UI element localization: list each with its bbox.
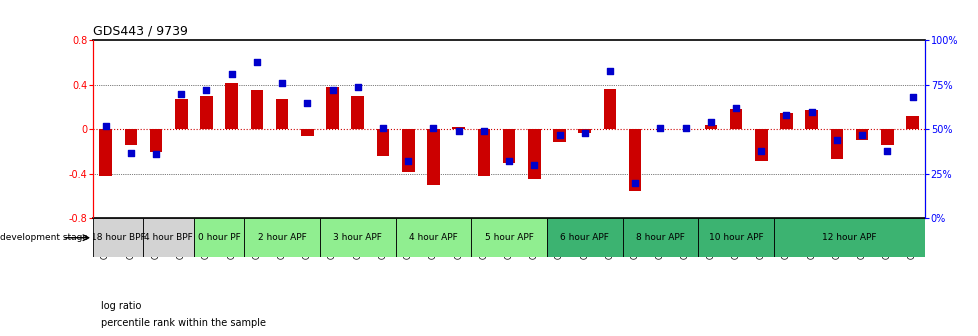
Bar	[402, 129, 414, 172]
Bar	[301, 129, 313, 136]
Text: 8 hour APF: 8 hour APF	[636, 233, 685, 242]
Bar	[547, 218, 622, 257]
Point	[501, 159, 516, 164]
Point	[173, 91, 189, 96]
Bar	[628, 129, 641, 191]
Bar	[124, 129, 137, 145]
Bar	[773, 218, 924, 257]
Bar	[225, 83, 238, 129]
Point	[375, 125, 390, 130]
Point	[148, 152, 163, 157]
Text: GDS443 / 9739: GDS443 / 9739	[93, 25, 188, 38]
Text: 0 hour PF: 0 hour PF	[198, 233, 241, 242]
Bar	[470, 218, 547, 257]
Text: 4 hour APF: 4 hour APF	[409, 233, 458, 242]
Point	[904, 95, 919, 100]
Bar	[194, 218, 244, 257]
Text: 10 hour APF: 10 hour APF	[708, 233, 763, 242]
Bar	[320, 218, 395, 257]
Bar	[99, 129, 111, 176]
Point	[576, 130, 592, 136]
Bar	[754, 129, 767, 161]
Text: 18 hour BPF: 18 hour BPF	[91, 233, 146, 242]
Point	[274, 80, 289, 86]
Bar	[395, 218, 470, 257]
Bar	[200, 96, 212, 129]
Point	[601, 68, 617, 73]
Text: 5 hour APF: 5 hour APF	[484, 233, 533, 242]
Point	[349, 84, 365, 89]
Point	[854, 132, 869, 137]
Text: 6 hour APF: 6 hour APF	[559, 233, 608, 242]
Bar	[503, 129, 514, 163]
Bar	[527, 129, 540, 179]
Bar	[729, 109, 741, 129]
Point	[552, 132, 567, 137]
Bar	[829, 129, 842, 159]
Point	[123, 150, 139, 155]
Bar	[704, 125, 716, 129]
Point	[828, 137, 844, 143]
Bar	[603, 89, 615, 129]
Point	[299, 100, 315, 106]
Point	[475, 128, 491, 134]
Point	[224, 72, 240, 77]
Bar	[150, 129, 162, 152]
Point	[248, 59, 264, 65]
Point	[753, 148, 769, 154]
Bar	[906, 116, 918, 129]
Bar	[144, 218, 194, 257]
Bar	[452, 127, 465, 129]
Point	[400, 159, 416, 164]
Bar	[175, 99, 188, 129]
Bar	[880, 129, 893, 145]
Bar	[477, 129, 490, 176]
Point	[778, 113, 793, 118]
Bar	[276, 99, 289, 129]
Point	[677, 125, 692, 130]
Point	[878, 148, 894, 154]
Bar	[244, 218, 320, 257]
Point	[425, 125, 441, 130]
Bar	[377, 129, 389, 156]
Bar	[622, 218, 697, 257]
Bar	[805, 111, 818, 129]
Bar	[855, 129, 867, 140]
Point	[728, 105, 743, 111]
Point	[199, 87, 214, 93]
Text: development stage: development stage	[0, 233, 88, 242]
Point	[803, 109, 819, 114]
Bar	[326, 87, 338, 129]
Text: 12 hour APF: 12 hour APF	[822, 233, 876, 242]
Text: 3 hour APF: 3 hour APF	[333, 233, 381, 242]
Point	[627, 180, 643, 185]
Point	[325, 87, 340, 93]
Bar	[351, 96, 364, 129]
Point	[526, 162, 542, 168]
Text: percentile rank within the sample: percentile rank within the sample	[101, 318, 266, 328]
Bar	[779, 113, 792, 129]
Text: 2 hour APF: 2 hour APF	[257, 233, 306, 242]
Bar	[93, 218, 144, 257]
Bar	[578, 129, 591, 133]
Bar	[426, 129, 439, 185]
Point	[98, 123, 113, 128]
Point	[450, 128, 466, 134]
Bar	[553, 129, 565, 141]
Point	[702, 120, 718, 125]
Point	[652, 125, 668, 130]
Text: 4 hour BPF: 4 hour BPF	[144, 233, 193, 242]
Bar	[697, 218, 773, 257]
Bar	[250, 90, 263, 129]
Text: log ratio: log ratio	[101, 301, 141, 311]
